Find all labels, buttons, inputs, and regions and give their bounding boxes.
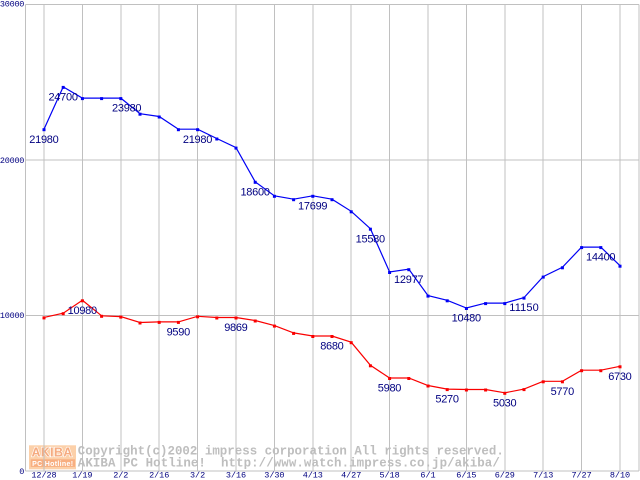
svg-text:5030: 5030	[493, 397, 517, 409]
svg-text:AKIBA PC Hotline! http://www.: AKIBA PC Hotline! http://www.watch.impre…	[78, 457, 500, 471]
svg-text:7/27: 7/27	[572, 471, 592, 480]
svg-text:Copyright(c)2002 impress corpo: Copyright(c)2002 impress corporation All…	[78, 444, 504, 458]
svg-text:9590: 9590	[167, 327, 191, 339]
svg-text:7/13: 7/13	[533, 471, 553, 480]
svg-text:5270: 5270	[435, 394, 459, 406]
svg-text:18600: 18600	[240, 186, 270, 198]
svg-text:8680: 8680	[320, 341, 344, 353]
svg-text:10480: 10480	[452, 313, 482, 325]
svg-text:0: 0	[19, 467, 24, 477]
svg-text:15580: 15580	[356, 233, 386, 245]
svg-text:5770: 5770	[551, 386, 575, 398]
svg-text:11150: 11150	[509, 302, 539, 314]
svg-text:30000: 30000	[0, 0, 24, 10]
svg-text:5/18: 5/18	[380, 471, 400, 480]
svg-text:3/30: 3/30	[264, 471, 284, 480]
svg-text:6730: 6730	[608, 371, 632, 383]
svg-text:3/2: 3/2	[190, 471, 205, 480]
svg-text:10980: 10980	[68, 305, 98, 317]
svg-text:17699: 17699	[298, 200, 328, 212]
svg-text:24700: 24700	[48, 92, 77, 104]
svg-text:20000: 20000	[0, 156, 24, 166]
svg-text:2/2: 2/2	[113, 471, 128, 480]
svg-text:14400: 14400	[586, 252, 616, 264]
svg-text:6/29: 6/29	[495, 471, 515, 480]
svg-text:1/19: 1/19	[72, 471, 92, 480]
svg-text:6/1: 6/1	[420, 471, 435, 480]
svg-text:4/13: 4/13	[303, 471, 323, 480]
svg-text:12/28: 12/28	[31, 471, 56, 480]
svg-text:8/10: 8/10	[610, 471, 630, 480]
svg-text:AKIBA: AKIBA	[32, 446, 74, 460]
svg-text:23980: 23980	[112, 103, 142, 115]
svg-text:4/27: 4/27	[341, 471, 361, 480]
svg-text:3/16: 3/16	[226, 471, 246, 480]
svg-text:2/16: 2/16	[149, 471, 169, 480]
svg-text:10000: 10000	[0, 311, 24, 321]
svg-text:5980: 5980	[378, 383, 402, 395]
svg-text:6/15: 6/15	[456, 471, 476, 480]
svg-text:9869: 9869	[224, 322, 248, 334]
svg-text:PC Hotline!: PC Hotline!	[32, 461, 73, 468]
svg-text:12977: 12977	[394, 274, 424, 286]
svg-text:21980: 21980	[29, 134, 59, 146]
svg-text:21980: 21980	[183, 134, 213, 146]
